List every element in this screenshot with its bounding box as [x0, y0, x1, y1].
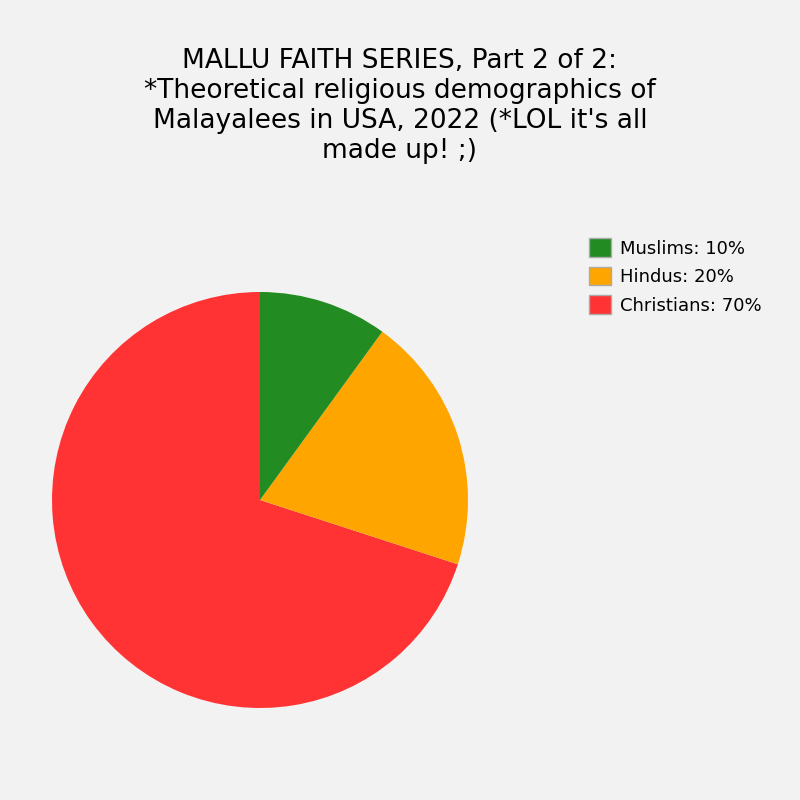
Wedge shape — [260, 292, 382, 500]
Wedge shape — [52, 292, 458, 708]
Wedge shape — [260, 332, 468, 564]
Text: MALLU FAITH SERIES, Part 2 of 2:
*Theoretical religious demographics of
Malayale: MALLU FAITH SERIES, Part 2 of 2: *Theore… — [144, 48, 656, 164]
Legend: Muslims: 10%, Hindus: 20%, Christians: 70%: Muslims: 10%, Hindus: 20%, Christians: 7… — [584, 233, 767, 320]
